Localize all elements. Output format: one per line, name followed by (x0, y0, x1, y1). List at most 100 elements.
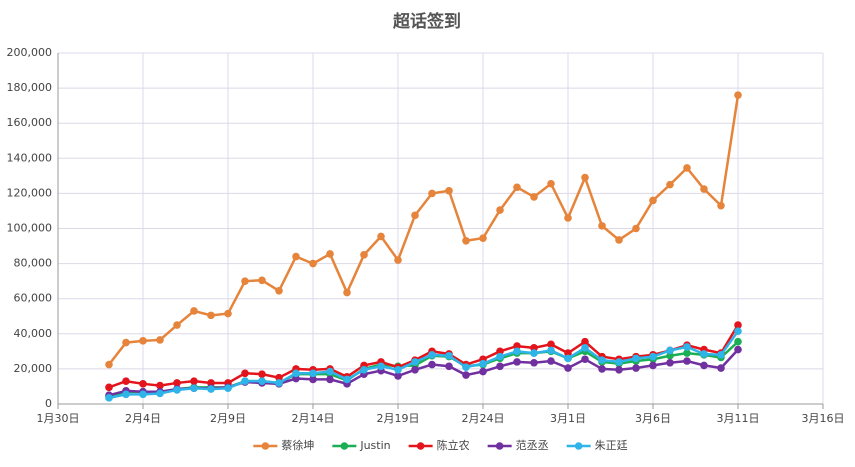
data-point (547, 340, 555, 349)
data-point (224, 384, 232, 393)
data-point (258, 377, 266, 385)
data-point (360, 365, 368, 374)
data-point (377, 232, 385, 241)
legend-label: 范丞丞 (516, 438, 549, 452)
x-tick-label: 2月9日 (210, 412, 246, 425)
series-line (108, 330, 740, 400)
data-point (547, 179, 555, 188)
data-point (292, 369, 300, 378)
data-point (462, 236, 470, 245)
legend-label: Justin (359, 439, 390, 452)
data-point (411, 211, 419, 220)
data-point (581, 173, 589, 182)
data-point (734, 327, 742, 335)
legend-marker (574, 442, 583, 450)
legend-marker (340, 442, 349, 450)
data-point (428, 189, 436, 198)
data-point (496, 206, 504, 214)
x-tick-label: 2月14日 (292, 412, 335, 425)
data-point (428, 351, 436, 359)
series-line (108, 324, 740, 389)
data-point (564, 364, 572, 372)
data-point (275, 287, 283, 295)
data-point (360, 251, 368, 259)
data-point (394, 372, 402, 380)
data-point (598, 356, 606, 364)
data-point (649, 361, 657, 370)
data-point (462, 371, 470, 379)
data-point (666, 351, 674, 360)
data-point (479, 359, 487, 368)
data-point (615, 358, 623, 366)
x-tick-label: 2月4日 (125, 412, 161, 425)
data-point (530, 193, 538, 201)
data-point (479, 367, 487, 376)
data-point (241, 277, 249, 285)
y-tick-label: 20,000 (14, 362, 53, 375)
legend-marker (416, 442, 425, 450)
y-tick-label: 160,000 (7, 116, 53, 129)
data-point (394, 365, 402, 374)
y-tick-label: 100,000 (7, 222, 53, 235)
data-point (190, 384, 198, 393)
data-point (241, 377, 249, 385)
data-point (156, 336, 164, 344)
data-point (156, 381, 164, 390)
data-point (496, 352, 504, 361)
data-point (666, 358, 674, 367)
data-point (581, 337, 589, 346)
data-point (666, 346, 674, 355)
y-tick-label: 0 (45, 397, 52, 410)
data-point (496, 362, 504, 371)
data-point (105, 360, 113, 369)
y-tick-label: 200,000 (7, 46, 53, 59)
data-point (632, 364, 640, 372)
x-tick-label: 3月16日 (802, 412, 845, 425)
data-point (513, 183, 521, 192)
data-point (122, 377, 130, 385)
data-point (700, 361, 708, 370)
data-point (173, 379, 181, 387)
data-point (394, 256, 402, 264)
data-point (445, 351, 453, 360)
data-point (564, 354, 572, 363)
data-point (615, 236, 623, 244)
data-point (513, 342, 521, 350)
x-tick-label: 1月30日 (37, 412, 80, 425)
data-point (530, 349, 538, 357)
data-point (734, 345, 742, 354)
data-point (122, 390, 130, 399)
data-point (734, 321, 742, 329)
data-point (547, 346, 555, 355)
data-point (598, 222, 606, 230)
data-point (326, 375, 334, 384)
data-point (156, 389, 164, 398)
data-point (292, 252, 300, 261)
data-point (717, 364, 725, 372)
data-point (207, 385, 215, 393)
data-point (649, 196, 657, 205)
data-point (309, 259, 317, 268)
data-point (632, 354, 640, 363)
data-point (598, 365, 606, 373)
data-point (411, 358, 419, 366)
x-tick-label: 3月11日 (717, 412, 760, 425)
data-point (241, 369, 249, 378)
data-point (734, 91, 742, 99)
data-point (326, 367, 334, 376)
data-point (513, 358, 521, 366)
data-point (207, 379, 215, 387)
data-point (139, 337, 147, 345)
data-point (190, 307, 198, 315)
data-point (581, 344, 589, 352)
data-point (581, 355, 589, 364)
data-point (445, 362, 453, 371)
y-tick-label: 120,000 (7, 186, 53, 199)
data-point (683, 349, 691, 357)
x-tick-label: 2月19日 (377, 412, 420, 425)
data-point (326, 250, 334, 258)
legend-marker (261, 442, 270, 450)
y-tick-label: 40,000 (14, 327, 53, 340)
data-point (275, 373, 283, 382)
data-point (139, 380, 147, 388)
